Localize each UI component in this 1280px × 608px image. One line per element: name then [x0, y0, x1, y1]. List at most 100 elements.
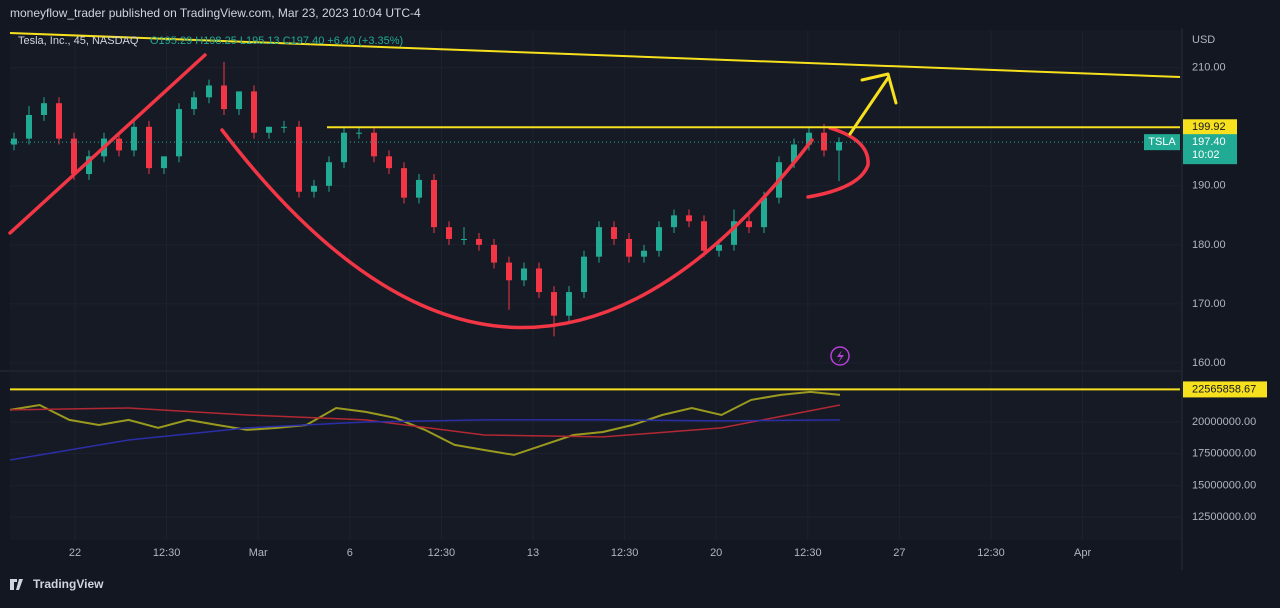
candle-body [491, 244, 497, 263]
arrow [848, 72, 898, 136]
indicator-level-badge [1183, 381, 1267, 398]
y-tick-label: 17500000.00 [1192, 448, 1256, 460]
candle-body [476, 238, 482, 245]
marks [9, 61, 842, 461]
candle-body [71, 138, 77, 175]
price-label: 197.40 [1192, 136, 1226, 148]
x-tick-label: 12:30 [153, 547, 181, 559]
price-badge [1183, 134, 1237, 165]
candle-body [701, 221, 707, 251]
event-icon[interactable] [830, 346, 850, 366]
x-tick-label: 12:30 [977, 547, 1005, 559]
footer [0, 572, 1280, 603]
candle-body [656, 227, 662, 251]
indicator-pane [10, 372, 1182, 540]
candle-body [746, 221, 752, 228]
candle-body [401, 168, 407, 198]
candle-body [806, 132, 812, 145]
candle-body [311, 185, 317, 192]
candle-body [566, 292, 572, 316]
candle-body [521, 268, 527, 281]
candle-body [221, 85, 227, 110]
candle-body [446, 227, 452, 239]
drawn-line [8, 53, 207, 235]
y-tick-label: 180.00 [1192, 239, 1226, 251]
indicator-line [9, 419, 841, 461]
x-tick-label: 27 [893, 547, 905, 559]
y-tick-label: 210.00 [1192, 62, 1226, 74]
candle-body [386, 156, 392, 169]
candle-body [356, 132, 362, 134]
candle-body [821, 132, 827, 151]
candle-body [206, 85, 212, 98]
candle-body [671, 215, 677, 228]
x-tick-label: 22 [69, 547, 81, 559]
candle-body [251, 91, 257, 133]
candle-body [626, 238, 632, 257]
handle-curve [806, 126, 870, 199]
y-tick-label: 20000000.00 [1192, 416, 1256, 428]
x-tick-label: 12:30 [794, 547, 822, 559]
symbol-badge [1144, 134, 1180, 151]
candle-body [416, 179, 422, 198]
candle-body [506, 262, 512, 281]
logo [10, 579, 23, 590]
candle-body [116, 138, 122, 151]
x-tick-label: 13 [527, 547, 539, 559]
y-tick-label: 160.00 [1192, 357, 1226, 369]
candle-body [296, 126, 302, 192]
indicator-level-label: 22565858.67 [1192, 383, 1256, 395]
y-tick-label: 12500000.00 [1192, 511, 1256, 523]
y-tick-label: 170.00 [1192, 298, 1226, 310]
level-badge [1183, 119, 1237, 136]
candle-body [551, 292, 557, 316]
candle-body [341, 132, 347, 163]
candle-body [461, 238, 467, 240]
candle-body [686, 215, 692, 222]
candle-body [26, 115, 32, 139]
candle-body [191, 97, 197, 110]
candle-body [236, 91, 242, 110]
candle-body [431, 179, 437, 228]
x-tick-label: 12:30 [428, 547, 456, 559]
trend-line [9, 32, 1181, 78]
candle-body [11, 138, 17, 145]
x-tick-label: 6 [347, 547, 353, 559]
countdown: 10:02 [1192, 149, 1220, 161]
candle-body [761, 197, 767, 228]
main-pane [10, 30, 1182, 370]
candle-body [596, 227, 602, 257]
candle-body [791, 144, 797, 163]
x-tick-label: 20 [710, 547, 722, 559]
candle-body [536, 268, 542, 293]
x-tick-label: Mar [249, 547, 268, 559]
currency: USD [1192, 34, 1215, 46]
symbol-title: Tesla, Inc., 45, NASDAQ [18, 35, 139, 47]
candle-body [731, 221, 737, 245]
brand: TradingView [33, 577, 104, 591]
candle-body [326, 162, 332, 186]
candle-body [581, 256, 587, 293]
candle-body [176, 109, 182, 157]
publisher: moneyflow_trader published on TradingVie… [10, 6, 421, 20]
candle-body [371, 132, 377, 157]
indicator-line [9, 404, 841, 438]
candle-body [611, 227, 617, 239]
event-bolt [837, 350, 844, 363]
y-tick-label: 190.00 [1192, 180, 1226, 192]
cup-curve [220, 128, 814, 330]
candle-body [716, 244, 722, 251]
candle-body [836, 142, 842, 151]
candle-body [281, 126, 287, 128]
symbol-label: TSLA [1148, 136, 1176, 148]
x-tick-label: Apr [1074, 547, 1091, 559]
y-tick-label: 15000000.00 [1192, 479, 1256, 491]
candle-body [131, 126, 137, 151]
candle-body [56, 103, 62, 139]
candle-body [161, 156, 167, 169]
candle-body [266, 126, 272, 133]
x-tick-label: 12:30 [611, 547, 639, 559]
candle-body [41, 103, 47, 115]
ohlc: O195.29 H198.25 L195.13 C197.40 +6.40 (+… [150, 35, 403, 47]
